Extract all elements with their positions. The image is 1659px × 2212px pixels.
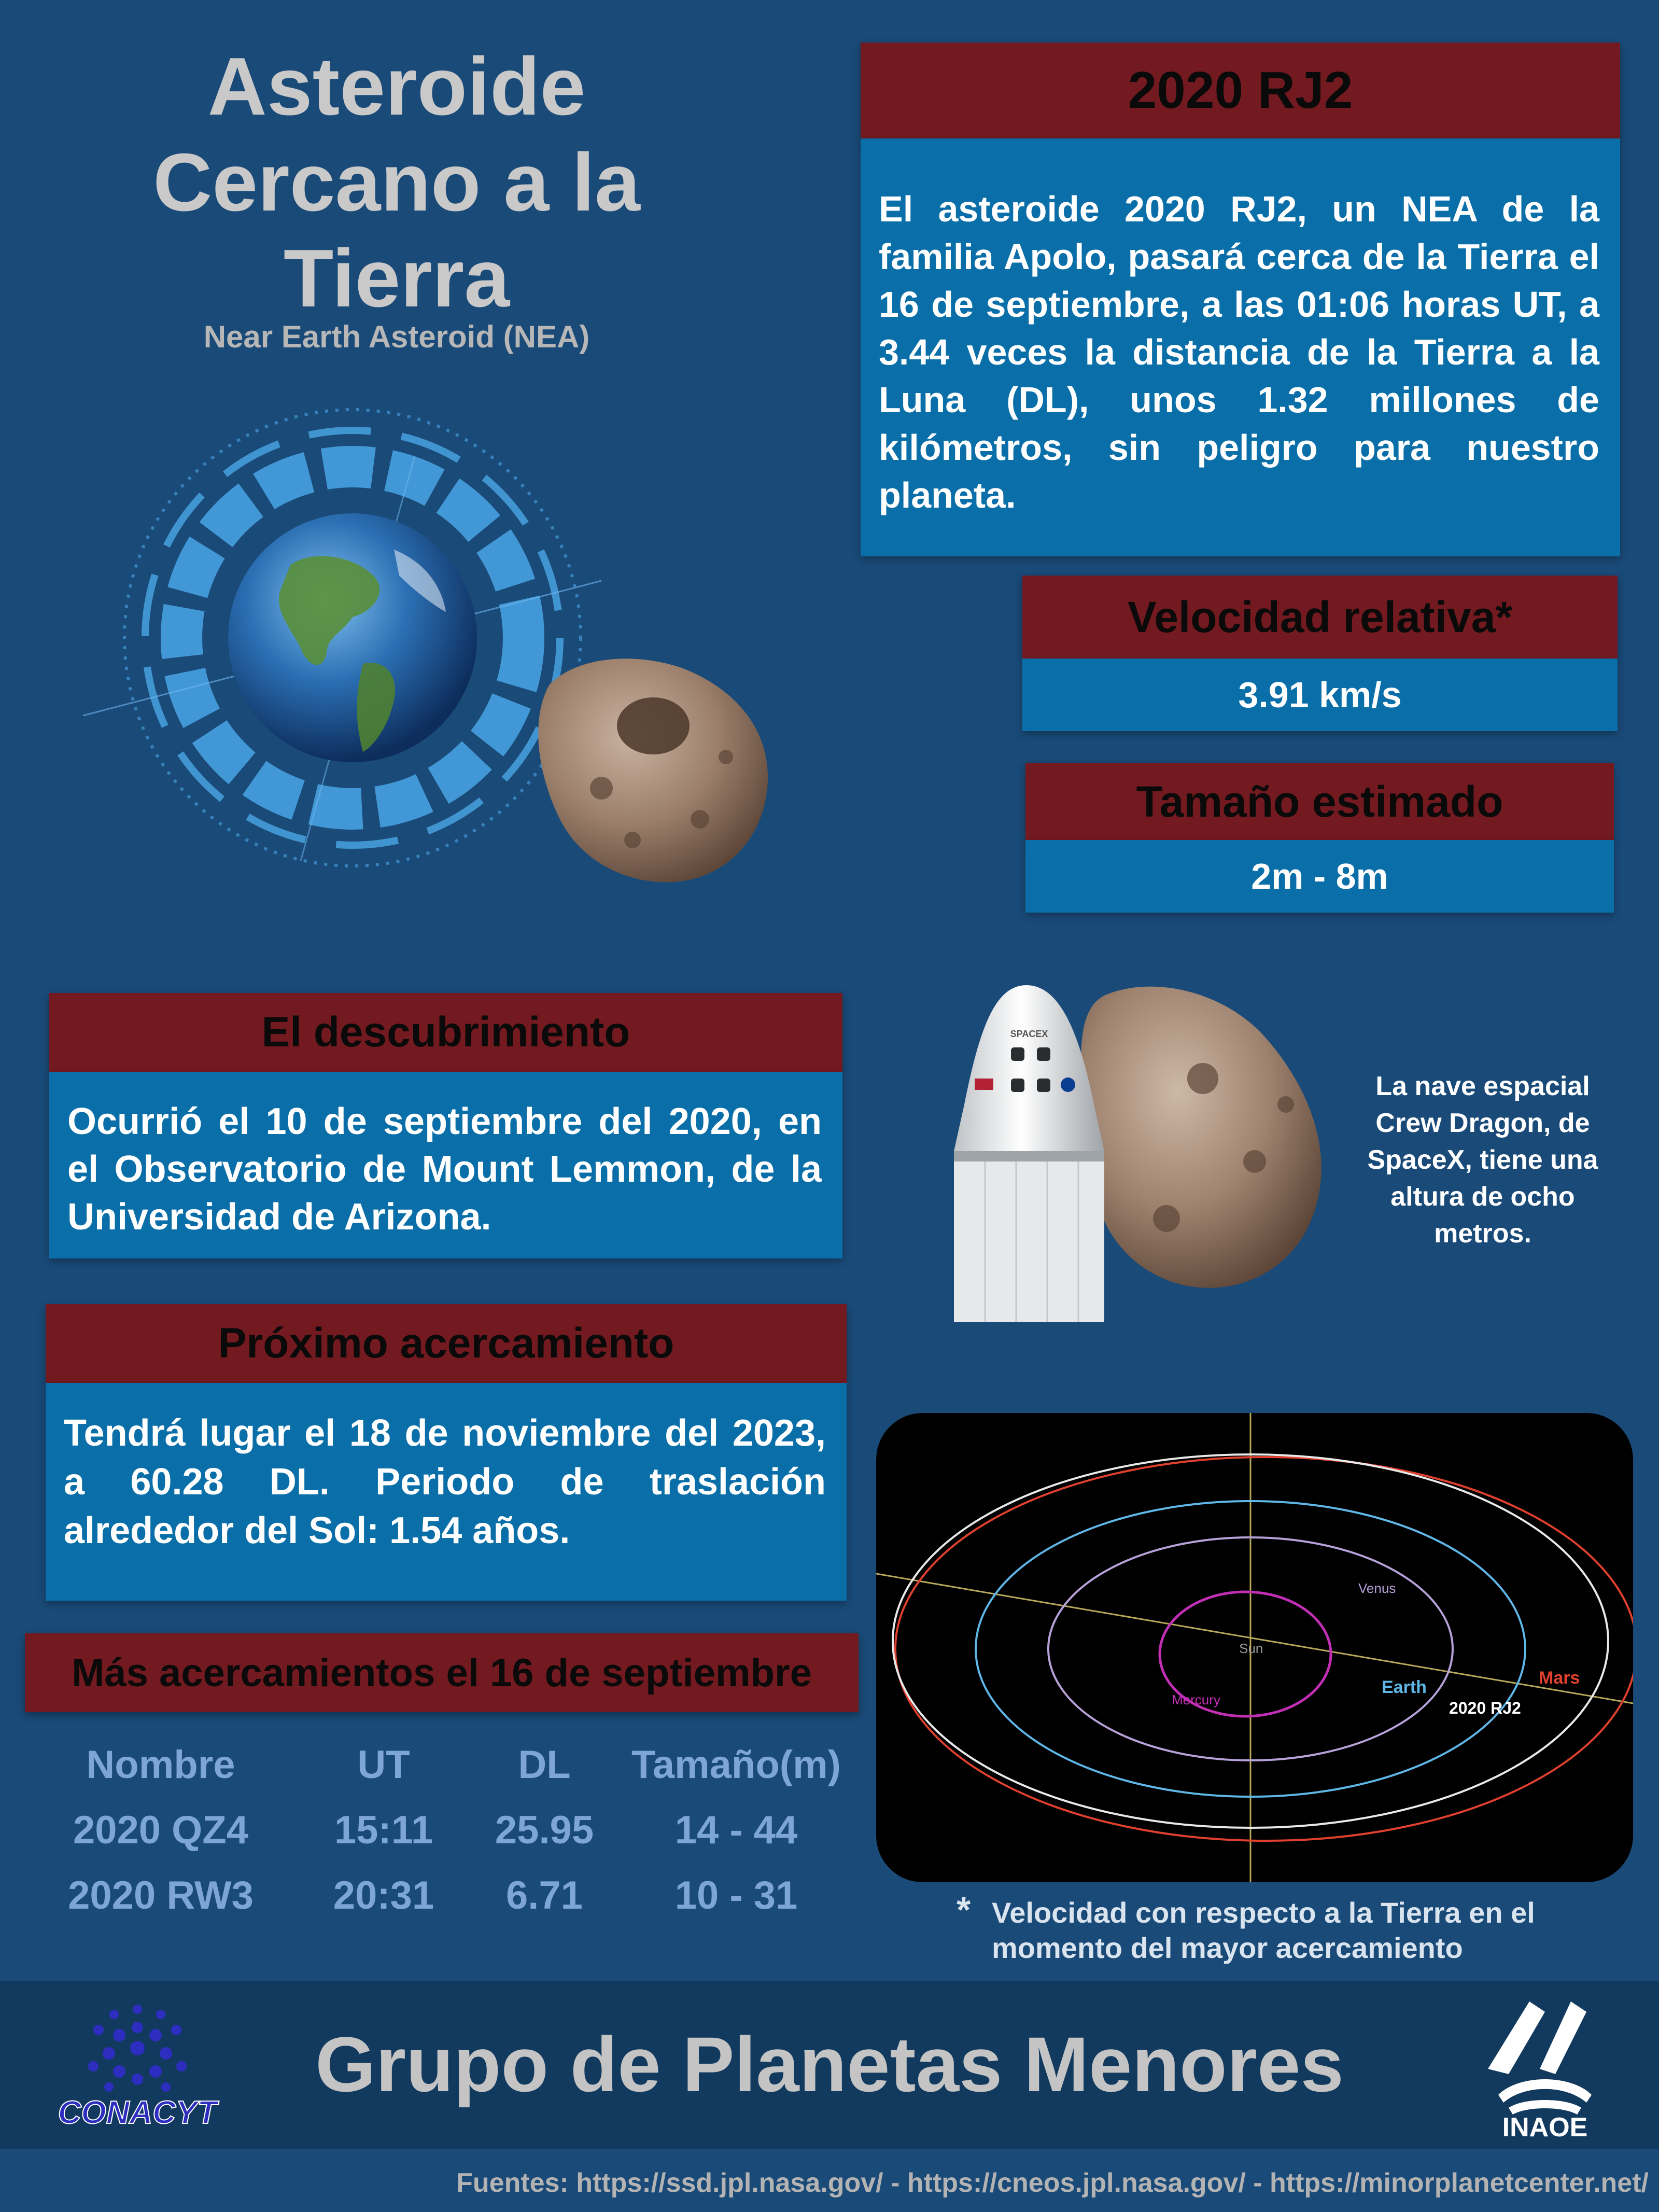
table-cell: 25.95: [495, 1808, 594, 1852]
asteroid-label: 2020 RJ2: [1449, 1699, 1521, 1717]
crew-dragon-capsule: SPACEX: [954, 985, 1104, 1322]
inaoe-logo-text: INAOE: [1502, 2112, 1588, 2141]
velocity-header: Velocidad relativa*: [1022, 576, 1618, 659]
size-header: Tamaño estimado: [1025, 763, 1614, 840]
table-cell: 6.71: [506, 1873, 583, 1917]
crew-dragon-comparison-image: SPACEX: [954, 985, 1321, 1322]
table-header-row: Nombre UT DL Tamaño(m): [26, 1732, 855, 1797]
page-title: Asteroide Cercano a la Tierra: [52, 39, 741, 327]
asteroid-rock-image: [538, 659, 768, 883]
title-line-1: Asteroide: [207, 41, 586, 132]
table-cell: 20:31: [333, 1873, 434, 1917]
velocity-footnote: * Velocidad con respecto a la Tierra en …: [957, 1889, 1630, 1966]
sun-label: Sun: [1239, 1641, 1263, 1656]
velocity-value: 3.91 km/s: [1022, 659, 1618, 731]
column-header: DL: [518, 1742, 571, 1787]
table-cell: 14 - 44: [674, 1808, 798, 1852]
earth-label: Earth: [1382, 1677, 1427, 1697]
table-cell: 10 - 31: [674, 1873, 798, 1917]
asteroid-description: El asteroide 2020 RJ2, un NEA de la fami…: [861, 138, 1620, 556]
asteroid-rock-image: [1081, 986, 1321, 1288]
approaches-table: Nombre UT DL Tamaño(m) 2020 QZ4 15:11 25…: [26, 1732, 855, 1928]
title-line-2: Cercano a la: [153, 137, 640, 228]
column-header: Tamaño(m): [631, 1742, 841, 1787]
sources-text: Fuentes: https://ssd.jpl.nasa.gov/ - htt…: [456, 2168, 1649, 2198]
venus-label: Venus: [1358, 1580, 1396, 1596]
venus-orbit: [1047, 1536, 1454, 1761]
mars-orbit: [894, 1456, 1633, 1842]
size-value: 2m - 8m: [1025, 840, 1614, 913]
asteroid-orbit: [892, 1453, 1609, 1829]
inaoe-logo: INAOE: [1488, 2001, 1592, 2141]
table-row: 2020 QZ4 15:11 25.95 14 - 44: [26, 1797, 855, 1863]
earth-orbit: [975, 1500, 1526, 1798]
title-line-3: Tierra: [283, 233, 510, 324]
footnote-marker: *: [957, 1889, 971, 1930]
spacex-label: SPACEX: [1010, 1029, 1048, 1039]
mercury-orbit: [1158, 1590, 1332, 1718]
orbit-diagram: Venus Sun Mercury Earth Mars 2020 RJ2: [876, 1413, 1633, 1882]
table-row: 2020 RW3 20:31 6.71 10 - 31: [26, 1863, 855, 1928]
footnote-text: Velocidad con respecto a la Tierra en el…: [992, 1896, 1535, 1964]
column-header: UT: [357, 1742, 410, 1787]
discovery-text: Ocurrió el 10 de septiembre del 2020, en…: [49, 1072, 842, 1258]
conacyt-logo-text: CONACYT: [58, 2095, 220, 2131]
footer-title: Grupo de Planetas Menores: [315, 2021, 1344, 2108]
mars-label: Mars: [1539, 1668, 1580, 1688]
table-cell: 15:11: [334, 1808, 433, 1852]
next-approach-header: Próximo acercamiento: [46, 1304, 847, 1383]
page-subtitle: Near Earth Asteroid (NEA): [203, 319, 590, 354]
mercury-label: Mercury: [1172, 1692, 1220, 1707]
discovery-header: El descubrimiento: [49, 993, 842, 1072]
crew-dragon-text: La nave espacial Crew Dragon, de SpaceX,…: [1367, 1071, 1598, 1249]
earth-asteroid-illustration: [83, 408, 768, 883]
earth-globe: [228, 513, 477, 762]
table-cell: 2020 RW3: [68, 1873, 254, 1917]
conacyt-logo: CONACYT: [58, 2005, 220, 2131]
next-approach-text: Tendrá lugar el 18 de noviembre del 2023…: [46, 1383, 847, 1601]
asteroid-name-header: 2020 RJ2: [861, 43, 1620, 138]
table-cell: 2020 QZ4: [73, 1808, 248, 1852]
footer-band: [0, 1981, 1659, 2149]
column-header: Nombre: [86, 1742, 235, 1787]
orbit-axis-diagonal: [876, 1573, 1633, 1704]
more-approaches-header: Más acercamientos el 16 de septiembre: [25, 1633, 859, 1712]
